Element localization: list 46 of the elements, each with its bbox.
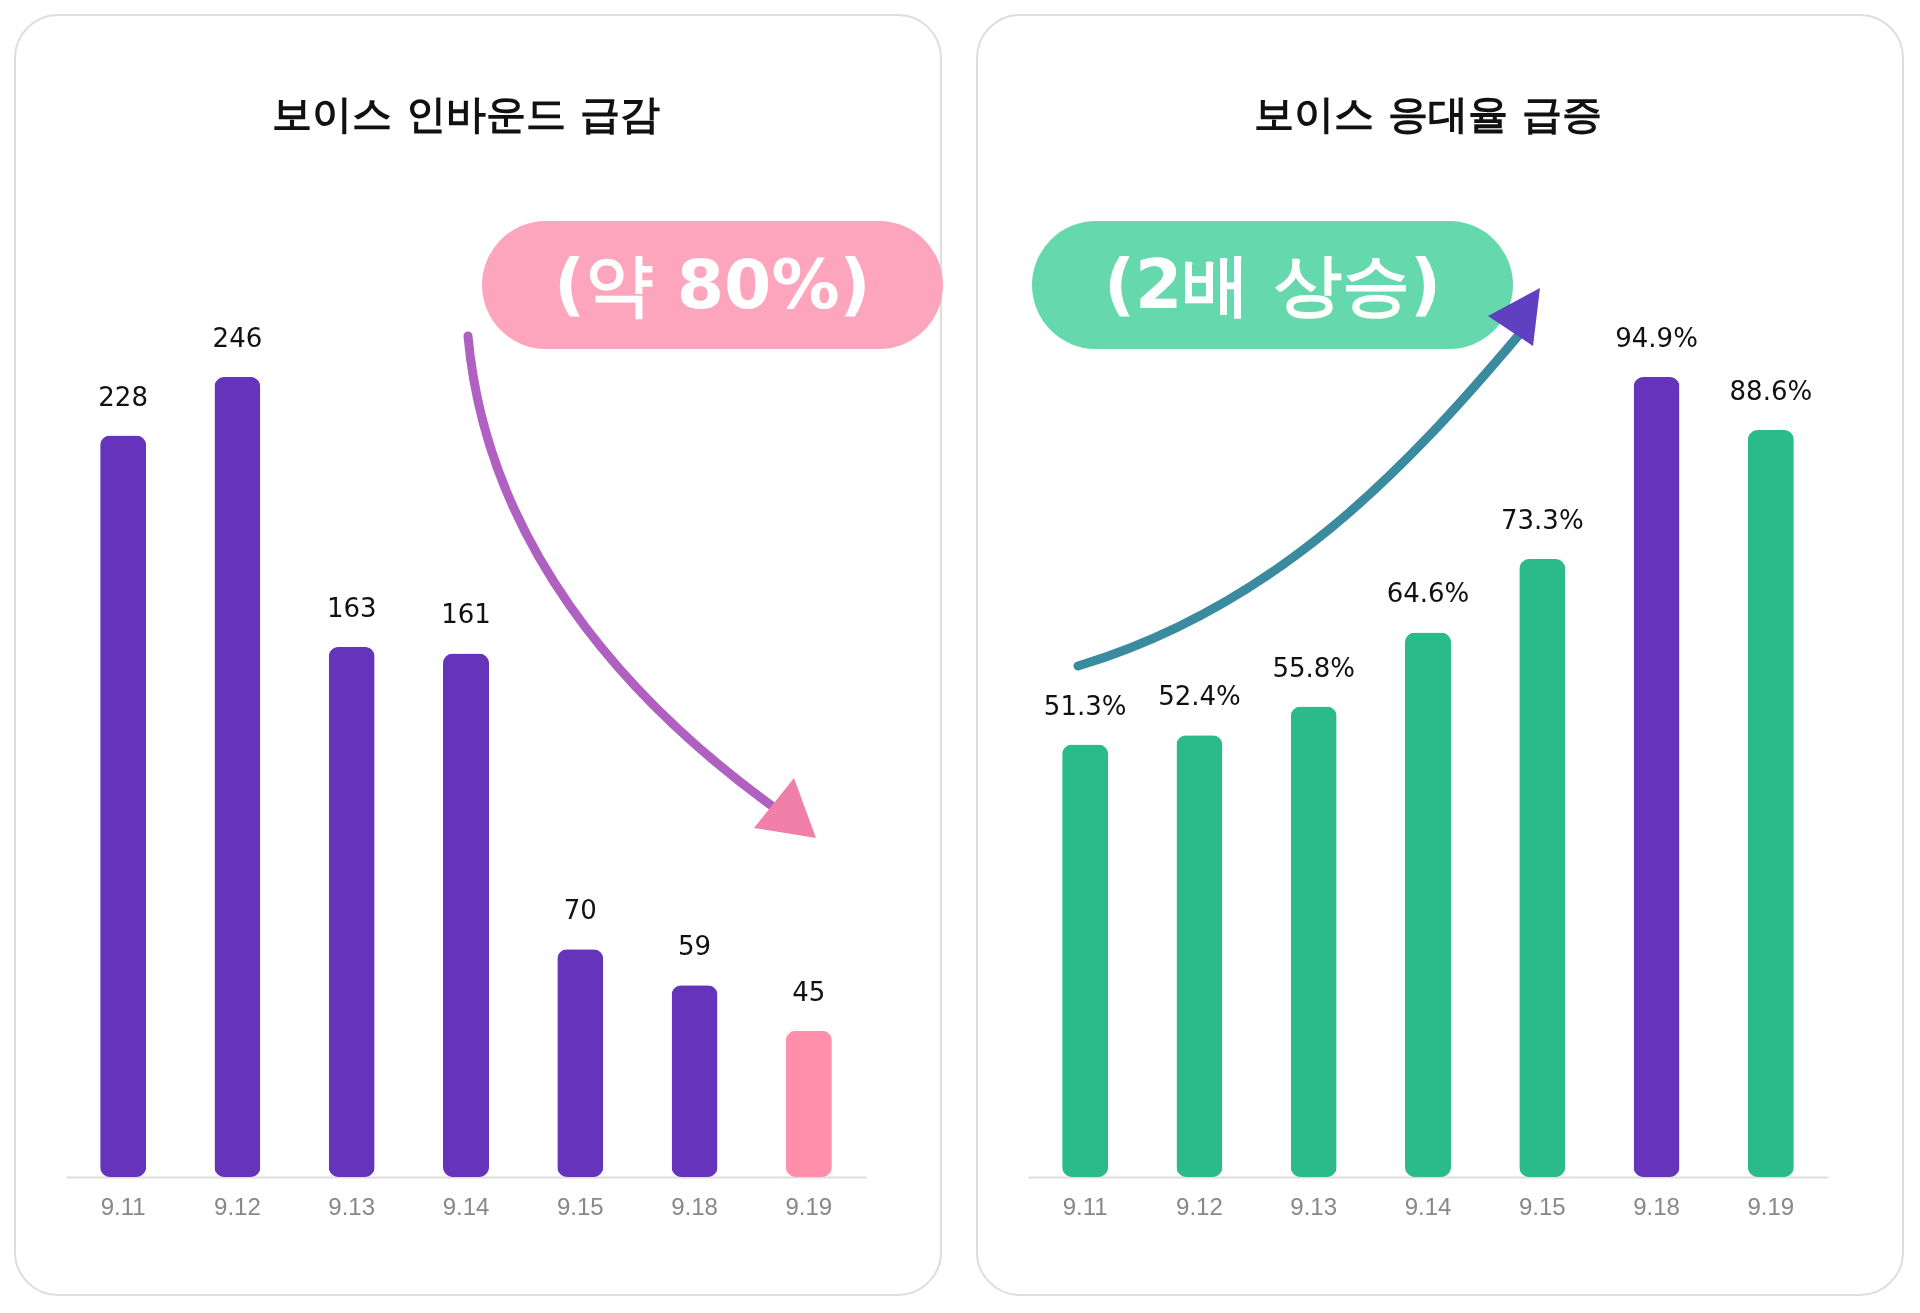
x-tick-label: 9.15	[556, 1192, 604, 1220]
bar	[671, 985, 718, 1177]
x-tick-label: 9.19	[1747, 1192, 1795, 1220]
data-label: 59	[678, 931, 712, 962]
bar	[557, 949, 604, 1177]
data-label: 45	[792, 976, 826, 1007]
data-label: 73.3%	[1500, 505, 1584, 536]
bar	[785, 1030, 832, 1177]
x-tick-label: 9.19	[785, 1192, 833, 1220]
bar	[214, 377, 261, 1177]
bar	[443, 653, 489, 1177]
x-tick-label: 9.13	[328, 1192, 376, 1220]
bar	[1405, 632, 1451, 1177]
chart-title: 보이스 응대율 급증	[1254, 91, 1602, 137]
bar	[1519, 559, 1566, 1177]
data-label: 70	[563, 895, 597, 926]
data-label: 94.9%	[1615, 323, 1698, 353]
x-tick-label: 9.12	[214, 1192, 261, 1220]
chart-title: 보이스 인바운드 급감	[272, 91, 660, 137]
x-tick-label: 9.14	[442, 1192, 490, 1220]
x-tick-label: 9.13	[1290, 1192, 1338, 1220]
data-label: 246	[212, 323, 263, 353]
bar	[1290, 706, 1337, 1177]
bar	[100, 435, 147, 1177]
x-tick-label: 9.11	[100, 1192, 146, 1220]
bar	[1176, 735, 1223, 1177]
x-tick-label: 9.14	[1404, 1192, 1452, 1220]
data-label: 55.8%	[1272, 652, 1356, 683]
data-label: 163	[326, 592, 377, 623]
bar	[1633, 377, 1680, 1177]
x-tick-label: 9.18	[1633, 1192, 1680, 1220]
text: (2배 상승)	[1032, 221, 1514, 349]
bar	[1062, 744, 1109, 1177]
data-label: 51.3%	[1043, 690, 1127, 721]
x-tick-label: 9.18	[671, 1192, 718, 1220]
bar	[328, 646, 375, 1177]
x-tick-label: 9.11	[1062, 1192, 1108, 1220]
x-tick-label: 9.15	[1518, 1192, 1566, 1220]
bar	[1747, 430, 1794, 1177]
data-label: 52.4%	[1158, 681, 1241, 712]
x-tick-label: 9.12	[1176, 1192, 1223, 1220]
data-label: 228	[98, 381, 148, 412]
text: (약 80%)	[482, 221, 943, 349]
data-label: 161	[441, 599, 491, 630]
data-label: 88.6%	[1729, 376, 1813, 407]
data-label: 64.6%	[1386, 578, 1470, 609]
